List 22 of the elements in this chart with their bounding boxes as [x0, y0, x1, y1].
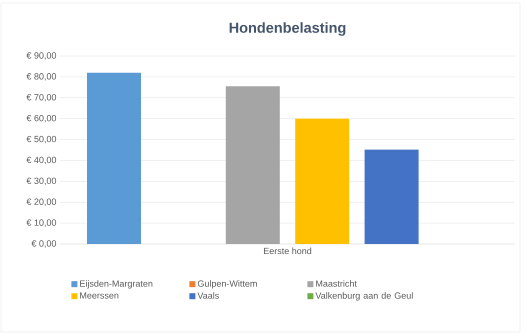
legend-label: Vaals	[197, 292, 219, 299]
y-tick-label: € 20,00	[26, 198, 56, 206]
legend-label: Meerssen	[80, 292, 118, 299]
y-tick-label: € 0,00	[32, 240, 56, 248]
legend-label: Gulpen-Wittem	[198, 280, 257, 289]
y-tick-label: € 80,00	[26, 73, 56, 81]
x-tick-label: Eerste hond	[264, 248, 312, 254]
legend-label: Valkenburg aan de Geul	[315, 292, 413, 301]
chart-title: Hondenbelasting	[230, 22, 346, 36]
legend-label: Eijsden-Margraten	[80, 280, 152, 289]
y-tick-label: € 60,00	[26, 114, 56, 122]
bar	[364, 150, 419, 244]
y-tick-label: € 70,00	[26, 94, 56, 102]
bar	[226, 86, 280, 244]
y-tick-label: € 10,00	[26, 219, 56, 227]
y-tick-label: € 40,00	[26, 156, 56, 164]
y-tick-label: € 30,00	[26, 178, 56, 186]
bar	[87, 72, 142, 244]
y-tick-label: € 90,00	[26, 52, 56, 60]
legend-label: Maastricht	[316, 280, 357, 287]
y-tick-label: € 50,00	[26, 136, 56, 144]
bar	[295, 118, 350, 244]
